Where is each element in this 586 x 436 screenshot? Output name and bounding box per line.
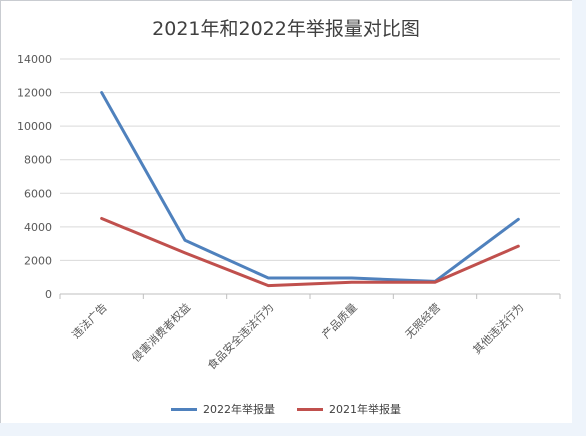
frame-edge-bottom bbox=[0, 423, 586, 436]
y-tick-label: 0 bbox=[45, 288, 52, 301]
chart-title: 2021年和2022年举报量对比图 bbox=[152, 18, 420, 40]
x-category-label: 产品质量 bbox=[319, 300, 360, 341]
legend-label-2022: 2022年举报量 bbox=[203, 403, 275, 416]
legend-swatch-2022 bbox=[171, 407, 197, 411]
x-category-label: 食品安全违法行为 bbox=[204, 300, 276, 372]
legend-label-2021: 2021年举报量 bbox=[329, 403, 401, 416]
series-line-2021 bbox=[100, 216, 520, 288]
y-tick-label: 10000 bbox=[17, 120, 52, 133]
x-category-label: 其他违法行为 bbox=[470, 300, 527, 357]
y-tick-label: 6000 bbox=[24, 187, 52, 200]
series-line-2022 bbox=[100, 91, 520, 283]
y-tick-label: 14000 bbox=[17, 53, 52, 66]
y-tick-label: 12000 bbox=[17, 87, 52, 100]
y-tick-label: 8000 bbox=[24, 154, 52, 167]
x-category-label: 无照经营 bbox=[402, 300, 443, 341]
x-category-label: 违法广告 bbox=[69, 300, 110, 341]
frame-edge-right bbox=[572, 0, 586, 436]
y-tick-label: 4000 bbox=[24, 221, 52, 234]
y-tick-label: 2000 bbox=[24, 254, 52, 267]
x-category-label: 侵害消费者权益 bbox=[129, 300, 193, 364]
legend-swatch-2021 bbox=[297, 407, 323, 411]
legend-item-2022: 2022年举报量 bbox=[171, 401, 275, 417]
legend-item-2021: 2021年举报量 bbox=[297, 401, 401, 417]
legend: 2022年举报量 2021年举报量 bbox=[0, 401, 572, 417]
